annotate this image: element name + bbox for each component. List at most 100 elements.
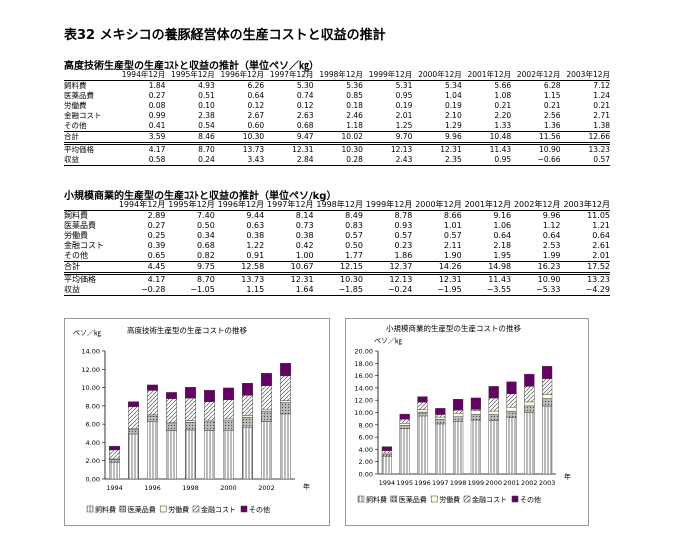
bar-segment [470,397,481,410]
chart-title: 小規模商業的生産型の生産コストの推移 [386,323,521,333]
bar-segment [417,411,428,417]
y-tick-label: 8.00 [359,421,373,429]
table-cell: 1.84 [148,81,166,90]
bar-segment [280,400,291,403]
table-cell: 0.99 [148,111,166,120]
table-cell: 2.18 [493,241,512,250]
legend-swatch [192,505,200,513]
table-cell: 6.26 [247,81,265,90]
table-row: 平均価格 4.17 8.70 13.73 12.31 10.30 12.13 12.31 11.… [64,142,610,155]
bar-segment [261,421,272,480]
bar-segment [223,429,234,480]
bar-segment [261,410,272,422]
bar-segment [204,401,215,421]
table-cell: 11.43 [461,142,512,155]
table-cell: −0.66 [511,155,561,166]
bar-segment [147,415,158,422]
table-cell: 3.59 [116,131,166,144]
table-row: その他 0.41 0.54 0.60 0.68 1.18 1.25 1.29 1.33 1.36 1… [64,121,610,132]
table-cell: 8.14 [295,211,314,220]
legend-label: 飼料費 [95,505,116,514]
y-tick-label: 12.00 [354,397,373,405]
legend-label: 労働費 [439,495,460,504]
legend-swatch [119,505,127,513]
table-cell: 2.01 [395,111,413,120]
table-cell: 0.21 [593,101,610,110]
table-row: 平均価格 4.17 8.70 13.73 12.31 10.30 12.13 12.31 11.… [64,272,610,285]
table-cell: 9.70 [362,131,413,144]
legend-label: 金融コスト [472,495,507,504]
bar-segment [128,429,139,435]
table-high-tech: 1994年12月 1995年12月 1996年12月 1997年12月 1998年12月… [64,70,610,166]
bar-segment [470,409,481,411]
row-label: 平均価格 [64,272,116,285]
bar-segment [204,421,215,431]
table-cell: 6.28 [543,81,561,90]
bar-segment [488,410,499,415]
column-header: 2000年12月 [412,70,462,81]
table-header-row: 1994年12月 1995年12月 1996年12月 1997年12月 1998年12月… [64,200,610,211]
table-cell: 8.46 [165,131,215,144]
bar-segment [147,384,158,391]
column-header: 1995年12月 [165,70,215,81]
column-header: 2003年12月 [560,200,610,211]
x-tick-label: 1998 [182,484,199,492]
table-cell: 10.90 [511,142,561,155]
table-cell: 12.66 [560,131,610,144]
table2-caption: 小規模商業的生産型の生産ｺｽﾄと収益の推計（単位ペソ/kg） [64,191,337,202]
bar-segment [109,445,120,451]
table-cell: 1.95 [493,251,512,260]
table-cell: 0.19 [395,101,413,110]
bar-segment [381,450,392,454]
table-cell: 8.70 [165,142,215,155]
y-tick-label: 2.00 [86,457,100,465]
table-cell: 0.57 [394,231,413,240]
table-cell: 0.57 [560,155,610,166]
table-cell: 2.67 [247,111,265,120]
table-cell: 9.96 [412,131,462,144]
bar-segment [470,410,481,415]
chart-high-tech-svg: 高度技術生産型の生産コストの推移 ペソ／㎏ 0.00 2.00 4.00 6.00 8.00… [73,325,310,514]
table-cell: 0.73 [295,221,314,230]
table-row: 収益 0.58 0.24 3.43 2.84 0.28 2.43 2.35 0.95 −0.66 0… [64,155,610,166]
table-cell: 9.44 [246,211,265,220]
table-cell: −1.05 [165,285,215,296]
table-cell: 0.38 [295,231,314,240]
bar-segment [435,416,446,420]
bar-segment [109,459,120,463]
x-tick-label: 1994 [379,479,396,487]
bar-segment [542,366,553,379]
legend-label: その他 [520,495,541,504]
y-tick-label: 8.00 [86,402,100,410]
table-cell: 0.28 [313,155,363,166]
legend-swatch [86,505,94,513]
table-cell: 5.66 [494,81,512,90]
table-cell: 1.21 [592,221,610,230]
x-tick-label: 2000 [485,479,502,487]
table-cell: 13.23 [560,272,610,285]
x-tick-label: 2001 [503,479,520,487]
table-cell: 12.31 [264,142,314,155]
bar-segment [435,414,446,418]
bar-segment [166,423,177,431]
bar-segment [542,378,553,395]
legend-swatch [430,495,438,503]
table-cell: 0.19 [445,101,462,110]
table-cell: 4.17 [116,142,166,155]
bar-segment [166,398,177,423]
bar-segment [185,429,196,480]
legend-label: 医薬品費 [128,505,156,514]
table-cell: 10.30 [313,272,363,285]
table-cell: 1.08 [494,91,512,100]
bar-segment [185,420,196,423]
bar-segment [166,430,177,480]
table-cell: −0.28 [116,285,166,296]
row-label: 合計 [64,261,116,274]
table-cell: 1.22 [246,241,265,250]
y-tick-label: 18.00 [354,360,373,368]
table-cell: 2.53 [542,241,561,250]
table-header-row: 1994年12月 1995年12月 1996年12月 1997年12月 1998年12月… [64,70,610,81]
table-cell: 10.02 [313,131,363,144]
bar-segment [185,422,196,431]
table-cell: 11.43 [461,272,512,285]
